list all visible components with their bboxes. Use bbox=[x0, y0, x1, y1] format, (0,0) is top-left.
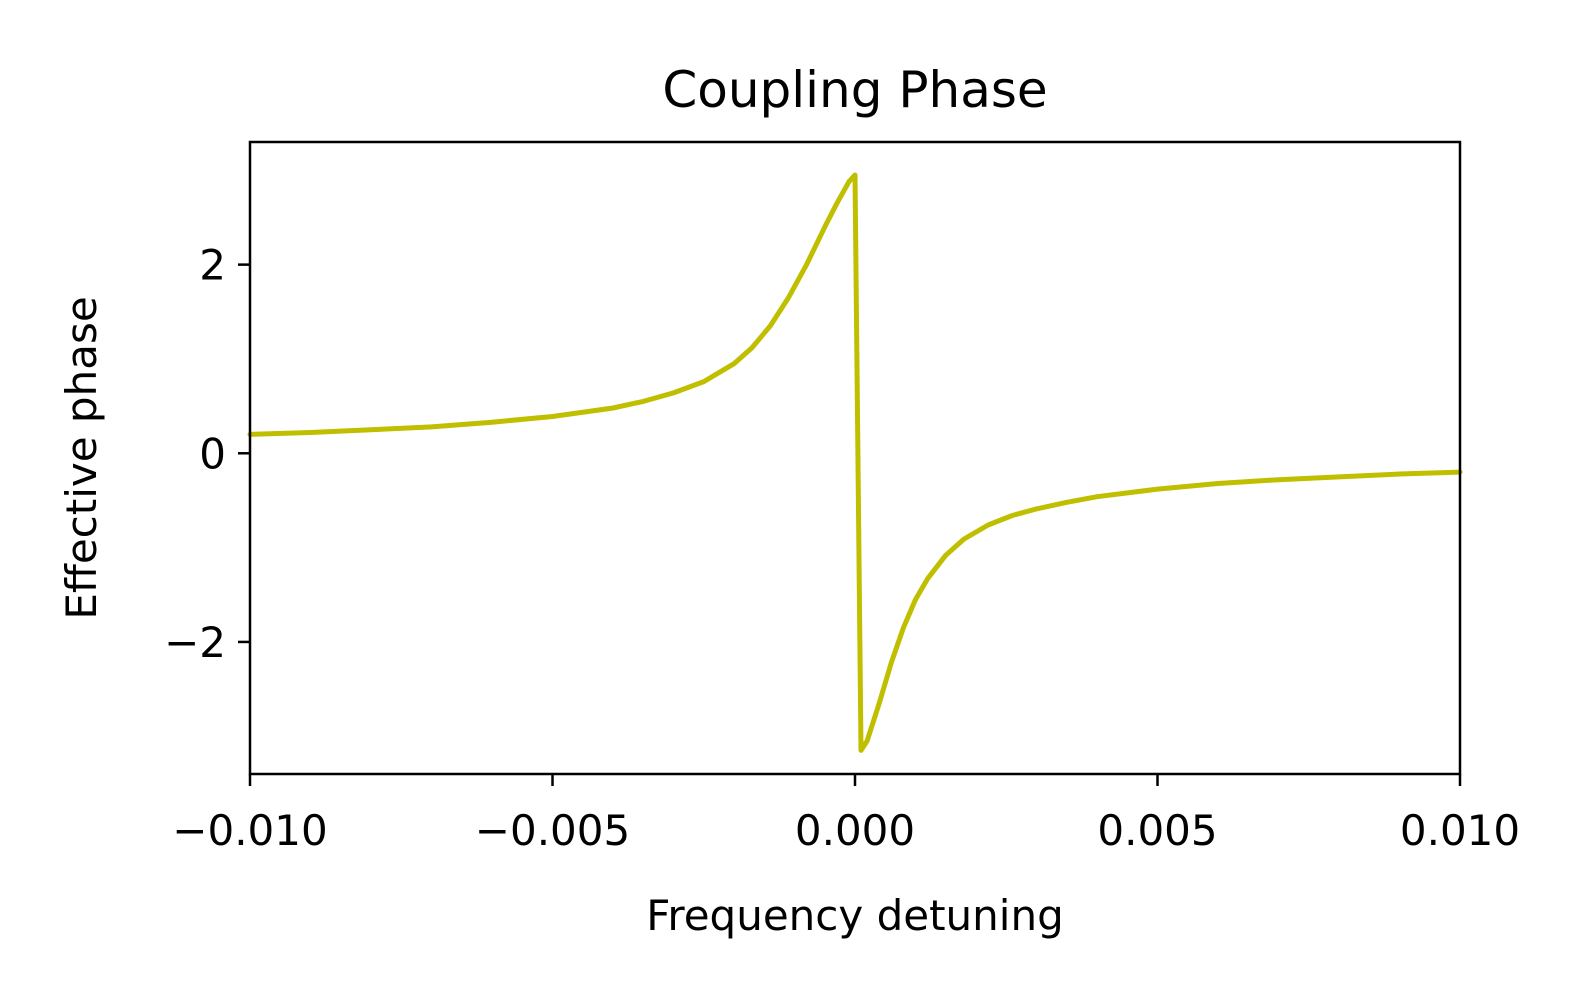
x-tick-label: 0.000 bbox=[795, 806, 915, 855]
x-tick-label: 0.005 bbox=[1097, 806, 1217, 855]
x-tick-label: −0.010 bbox=[172, 806, 327, 855]
plot-area bbox=[247, 172, 1463, 753]
y-axis-ticks: 2 0 −2 bbox=[164, 241, 250, 667]
series-line-0 bbox=[247, 172, 1463, 753]
y-axis-label: Effective phase bbox=[57, 296, 106, 619]
chart-title: Coupling Phase bbox=[662, 61, 1047, 119]
x-tick-label: 0.010 bbox=[1400, 806, 1520, 855]
x-axis-label: Frequency detuning bbox=[646, 891, 1063, 940]
x-tick-label: −0.005 bbox=[475, 806, 630, 855]
y-tick-label: 0 bbox=[199, 429, 226, 478]
x-axis-ticks: −0.010 −0.005 0.000 0.005 0.010 bbox=[172, 774, 1520, 855]
y-tick-label: −2 bbox=[164, 618, 226, 667]
y-tick-label: 2 bbox=[199, 241, 226, 290]
